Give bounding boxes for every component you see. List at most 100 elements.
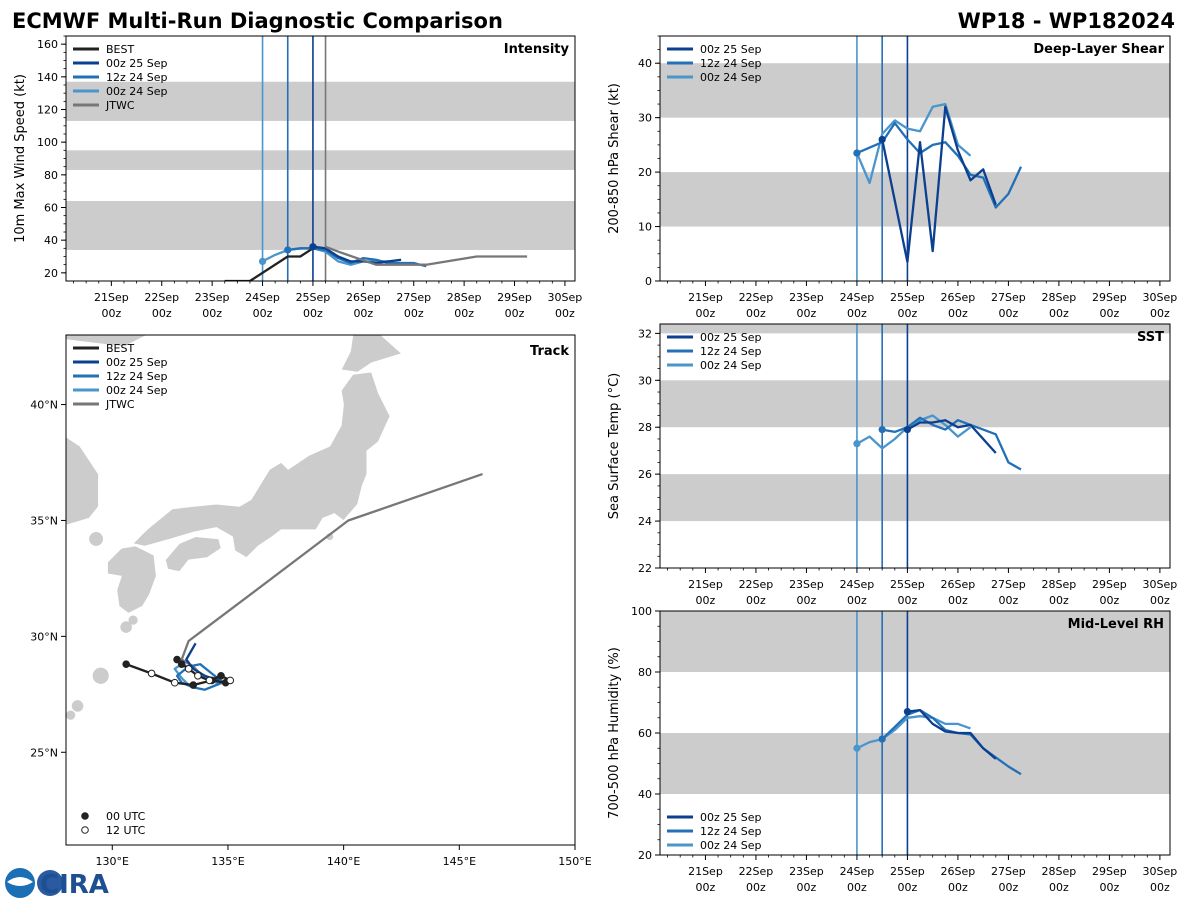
x-tick-label-date: 29Sep (497, 291, 532, 304)
x-tick-label-hour: 00z (999, 594, 1019, 607)
y-tick-label: 30 (638, 374, 652, 387)
track-point-00utc (173, 655, 181, 664)
x-tick-label-hour: 00z (253, 307, 273, 320)
hokkaido-land (340, 335, 403, 373)
marker-legend-symbol (81, 812, 89, 820)
x-tick-label-hour: 00z (303, 307, 323, 320)
y-tick-label: 26 (638, 468, 652, 481)
x-tick-label-hour: 00z (1150, 594, 1170, 607)
legend-label: 00z 24 Sep (700, 71, 762, 84)
y-tick-label: 40 (638, 788, 652, 801)
y-tick-label: 100 (631, 605, 652, 618)
y-axis-label: Sea Surface Temp (°C) (607, 373, 622, 520)
small-island-5 (71, 700, 84, 712)
series-start-point (853, 744, 861, 752)
y-tick-label: 120 (37, 104, 58, 117)
track-point-00utc (177, 660, 186, 668)
x-tick-label-hour: 00z (948, 881, 968, 894)
lon-tick-label: 135°E (211, 855, 244, 868)
x-tick-label-date: 27Sep (991, 291, 1026, 304)
legend-label: 12z 24 Sep (700, 57, 762, 70)
marker-legend-label: 00 UTC (106, 810, 146, 823)
map-frame (65, 334, 576, 846)
x-tick-label-date: 26Sep (941, 578, 976, 591)
main-title-right: WP18 - WP182024 (958, 9, 1175, 33)
x-tick-label-date: 26Sep (941, 291, 976, 304)
legend-label: 00z 24 Sep (106, 384, 168, 397)
series-start-point (309, 243, 317, 251)
threshold-band-2 (66, 81, 575, 121)
legend-label: 00z 25 Sep (700, 811, 762, 824)
small-island-4 (92, 667, 109, 684)
x-tick-label-date: 30Sep (548, 291, 583, 304)
x-tick-label-date: 21Sep (94, 291, 129, 304)
x-tick-label-date: 23Sep (195, 291, 230, 304)
y-tick-label: 140 (37, 71, 58, 84)
x-tick-label-date: 27Sep (396, 291, 431, 304)
x-tick-label-hour: 00z (1049, 881, 1069, 894)
series-line (325, 245, 528, 266)
y-axis-label: 10m Max Wind Speed (kt) (13, 74, 28, 243)
x-tick-label-date: 24Sep (245, 291, 280, 304)
y-tick-label: 20 (638, 849, 652, 862)
series-line (906, 419, 997, 454)
series-start-point (903, 425, 912, 434)
y-tick-label: 0 (645, 275, 652, 288)
korea-land (66, 436, 99, 526)
x-tick-label-date: 21Sep (688, 578, 723, 591)
x-tick-label-hour: 00z (1100, 307, 1120, 320)
track-point-12utc (184, 665, 193, 673)
legend-label: BEST (106, 43, 134, 56)
shikoku-land (165, 536, 222, 572)
main-title-left: ECMWF Multi-Run Diagnostic Comparison (12, 9, 503, 33)
legend-label: 00z 25 Sep (106, 356, 168, 369)
x-tick-label-date: 28Sep (1042, 578, 1077, 591)
x-tick-label-date: 22Sep (739, 291, 774, 304)
track-point-12utc (147, 669, 156, 678)
y-tick-label: 80 (638, 666, 652, 679)
series-start-point (878, 735, 886, 743)
lon-tick-label: 150°E (558, 855, 591, 868)
legend-label: 12z 24 Sep (700, 345, 762, 358)
y-tick-label: 22 (638, 562, 652, 575)
small-island-6 (66, 710, 76, 720)
x-tick-label-hour: 00z (454, 307, 474, 320)
track-point-00utc (122, 660, 130, 668)
x-tick-label-date: 29Sep (1092, 578, 1127, 591)
x-tick-label-date: 30Sep (1143, 578, 1178, 591)
x-tick-label-hour: 00z (999, 881, 1019, 894)
track-point-00utc (217, 671, 225, 680)
x-tick-label-date: 24Sep (840, 578, 875, 591)
x-tick-label-hour: 00z (898, 594, 918, 607)
x-tick-label-hour: 00z (746, 307, 766, 320)
y-axis-label: 200-850 hPa Shear (kt) (607, 83, 622, 234)
series-start-point (878, 425, 886, 434)
y-tick-label: 28 (638, 421, 652, 434)
series-start-point (258, 257, 267, 265)
y-tick-label: 10 (638, 221, 652, 234)
x-tick-label-date: 24Sep (840, 865, 875, 878)
intensity-panel: 20 40 60 80 100 120 140 160 21Sep 00z 22Sep 00z 23Se… (13, 35, 583, 320)
x-tick-label-date: 22Sep (739, 578, 774, 591)
y-tick-label: 160 (37, 38, 58, 51)
legend-label: 00z 24 Sep (106, 85, 168, 98)
x-tick-label-hour: 00z (404, 307, 424, 320)
x-tick-label-date: 26Sep (346, 291, 381, 304)
legend-label: 12z 24 Sep (106, 370, 168, 383)
y-tick-label: 100 (37, 136, 58, 149)
series-line (907, 708, 997, 760)
legend-label: BEST (106, 342, 134, 355)
x-tick-label-date: 27Sep (991, 865, 1026, 878)
legend-label: JTWC (105, 99, 135, 112)
sst-panel: 22 24 26 28 30 32 21Sep 00z 22Sep 00z 23Sep 00z 24Se… (607, 323, 1178, 607)
x-tick-label-date: 22Sep (144, 291, 179, 304)
x-tick-label-date: 25Sep (890, 865, 925, 878)
x-tick-label-hour: 00z (696, 594, 716, 607)
x-tick-label-date: 25Sep (890, 291, 925, 304)
x-tick-label-hour: 00z (746, 594, 766, 607)
marker-legend-symbol (81, 826, 89, 834)
cira-logo-text: CIRA (40, 870, 109, 900)
panel-title: Track (530, 344, 569, 359)
legend-label: 00z 25 Sep (700, 43, 762, 56)
x-tick-label-date: 28Sep (1042, 291, 1077, 304)
